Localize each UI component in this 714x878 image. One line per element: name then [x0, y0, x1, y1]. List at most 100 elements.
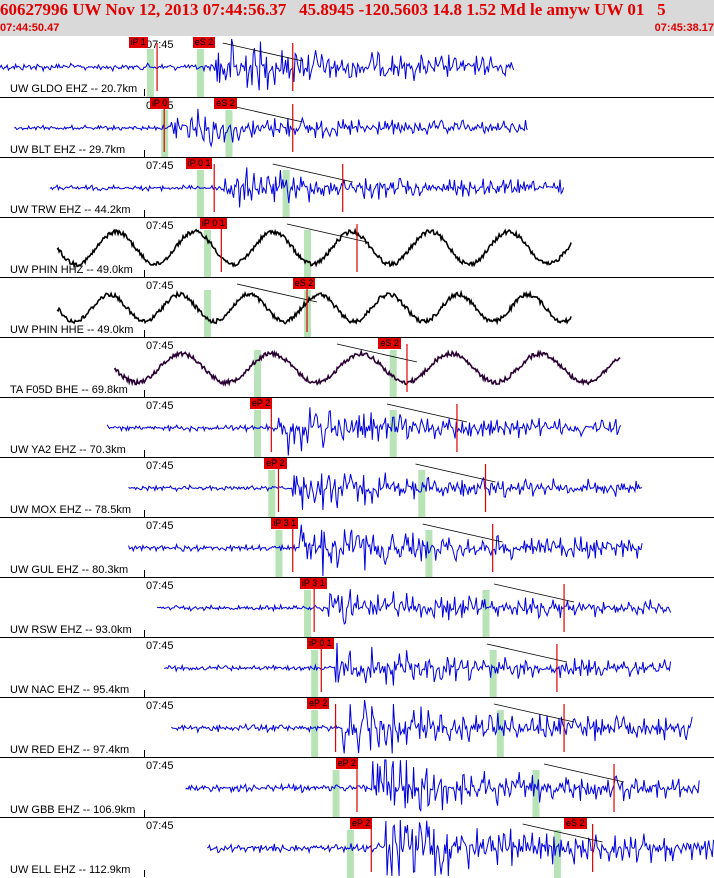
time-tick-mark — [144, 390, 145, 397]
time-tick-mark — [144, 570, 145, 577]
waveform-trace — [128, 472, 643, 511]
trace-panel[interactable]: 07:45 eP 2 UW GBB EHZ -- 106.9km — [0, 757, 714, 818]
waveform-plot — [156, 583, 672, 638]
pick-window-marker — [204, 290, 212, 338]
time-tick-mark — [144, 510, 145, 517]
waveform-plot — [49, 163, 565, 218]
pick-window-marker — [268, 470, 276, 518]
pick-window-marker — [304, 590, 312, 638]
phase-pick-flag[interactable]: eS 2 — [192, 37, 216, 48]
pick-window-marker — [389, 410, 397, 458]
waveform-plot — [56, 283, 572, 338]
waveform-trace — [171, 699, 693, 754]
phase-pick-flag[interactable]: iP 0 1 — [307, 638, 334, 649]
pick-window-marker — [553, 830, 561, 878]
station-label: TA F05D BHE -- 69.8km — [10, 384, 128, 396]
phase-pick-flag[interactable]: iP 0 1 — [199, 218, 227, 229]
waveform-trace — [164, 642, 672, 686]
pick-window-marker — [532, 770, 540, 818]
phase-pick-flag[interactable]: eP 2 — [307, 698, 330, 709]
time-tick-label: 07:45 — [146, 700, 174, 712]
arrival-curve — [522, 823, 603, 843]
pick-window-marker — [346, 830, 354, 878]
station-label: UW ELL EHZ -- 112.9km — [10, 864, 131, 876]
waveform-trace — [113, 348, 621, 388]
time-tick-label: 07:45 — [146, 220, 174, 232]
phase-pick-flag[interactable]: eP 2 — [335, 758, 358, 769]
time-tick-mark — [144, 270, 145, 277]
time-tick-mark — [144, 450, 145, 457]
waveform-plot — [128, 463, 643, 518]
time-tick-mark — [144, 89, 145, 96]
pick-window-marker — [389, 350, 397, 398]
waveform-trace — [14, 108, 528, 148]
phase-pick-flag[interactable]: eP 2 — [249, 398, 273, 409]
trace-panel[interactable]: 07:45 iP 3 1 UW RSW EHZ -- 93.0km — [0, 577, 714, 638]
time-tick-mark — [144, 690, 145, 697]
pick-window-marker — [418, 470, 426, 518]
trace-panel[interactable]: 07:45 iP 3 1 UW GUL EHZ -- 80.3km — [0, 517, 714, 578]
arrival-curve — [386, 403, 468, 423]
window-end-time: 07:45:38.17 — [654, 22, 714, 34]
waveform-trace — [128, 524, 643, 577]
phase-pick-flag[interactable]: iP 3 1 — [271, 518, 299, 529]
phase-pick-flag[interactable]: eP 2 — [349, 818, 373, 829]
pick-window-marker — [196, 49, 204, 97]
pick-window-marker — [282, 170, 290, 218]
time-tick-label: 07:45 — [146, 760, 174, 772]
station-label: UW GUL EHZ -- 80.3km — [10, 564, 129, 576]
time-tick-label: 07:45 — [146, 160, 174, 172]
phase-pick-flag[interactable]: iP 1 — [128, 37, 148, 48]
phase-pick-flag[interactable]: iP 0 1 — [185, 158, 213, 169]
time-tick-mark — [144, 150, 145, 157]
time-tick-label: 07:45 — [146, 280, 174, 292]
phase-pick-flag[interactable]: iP 0 — [149, 98, 170, 109]
time-tick-mark — [144, 750, 145, 757]
waveform-plot — [106, 403, 622, 458]
station-label: UW GLDO EHZ -- 20.7km — [10, 83, 138, 95]
pick-window-marker — [332, 770, 340, 818]
phase-pick-flag[interactable]: eS 2 — [292, 278, 316, 289]
time-tick-label: 07:45 — [146, 520, 174, 532]
phase-pick-flag[interactable]: eS 2 — [564, 818, 587, 829]
trace-panel[interactable]: 07:45 iP 0 1 UW PHIN HHZ -- 49.0km — [0, 217, 714, 278]
event-title: 60627996 UW Nov 12, 2013 07:44:56.37 45.… — [0, 0, 666, 19]
trace-panel[interactable]: 07:45 eP 2 UW MOX EHZ -- 78.5km — [0, 457, 714, 518]
pick-window-marker — [275, 530, 283, 578]
trace-panel[interactable]: 07:45 iP 0 1 UW TRW EHZ -- 44.2km — [0, 157, 714, 218]
arrival-curve — [415, 463, 496, 483]
trace-panel[interactable]: 07:45 eP 2 UW RED EHZ -- 97.4km — [0, 697, 714, 758]
time-tick-label: 07:45 — [146, 340, 174, 352]
event-header: 60627996 UW Nov 12, 2013 07:44:56.37 45.… — [0, 0, 714, 36]
arrival-curve — [236, 283, 318, 303]
trace-panel[interactable]: 07:45 eS 2 UW PHIN HHE -- 49.0km — [0, 277, 714, 338]
waveform-trace — [56, 227, 572, 269]
time-tick-mark — [144, 810, 145, 817]
waveform-plot — [113, 343, 621, 398]
waveform-plot — [164, 642, 672, 698]
waveform-plot — [171, 699, 693, 758]
seismogram-panel-stack[interactable]: 07:45 iP 1 eS 2 UW GLDO EHZ -- 20.7km 07:45 i… — [0, 37, 714, 878]
pick-window-marker — [489, 650, 497, 698]
trace-panel[interactable]: 07:45 iP 1 eS 2 UW GLDO EHZ -- 20.7km — [0, 37, 714, 97]
station-label: UW NAC EHZ -- 95.4km — [10, 684, 130, 696]
phase-pick-flag[interactable]: eS 2 — [378, 338, 401, 349]
trace-panel[interactable]: 07:45 eP 2 UW YA2 EHZ -- 70.3km — [0, 397, 714, 458]
phase-pick-flag[interactable]: eP 2 — [264, 458, 287, 469]
trace-panel[interactable]: 07:45 eS 2 TA F05D BHE -- 69.8km — [0, 337, 714, 398]
phase-pick-flag[interactable]: iP 3 1 — [299, 578, 327, 589]
station-label: UW PHIN HHE -- 49.0km — [10, 324, 134, 336]
waveform-plot — [128, 523, 643, 578]
pick-window-marker — [425, 530, 433, 578]
station-label: UW RSW EHZ -- 93.0km — [10, 624, 132, 636]
pick-window-marker — [482, 590, 490, 638]
phase-pick-flag[interactable]: eS 2 — [214, 98, 237, 109]
waveform-trace — [56, 289, 572, 326]
pick-window-marker — [496, 710, 504, 758]
time-tick-mark — [144, 210, 145, 217]
trace-panel[interactable]: 07:45 iP 0 1 UW NAC EHZ -- 95.4km — [0, 637, 714, 698]
arrival-curve — [486, 643, 568, 663]
trace-panel[interactable]: 07:45 eP 2 eS 2 UW ELL EHZ -- 112.9km — [0, 817, 714, 878]
time-tick-label: 07:45 — [146, 580, 174, 592]
